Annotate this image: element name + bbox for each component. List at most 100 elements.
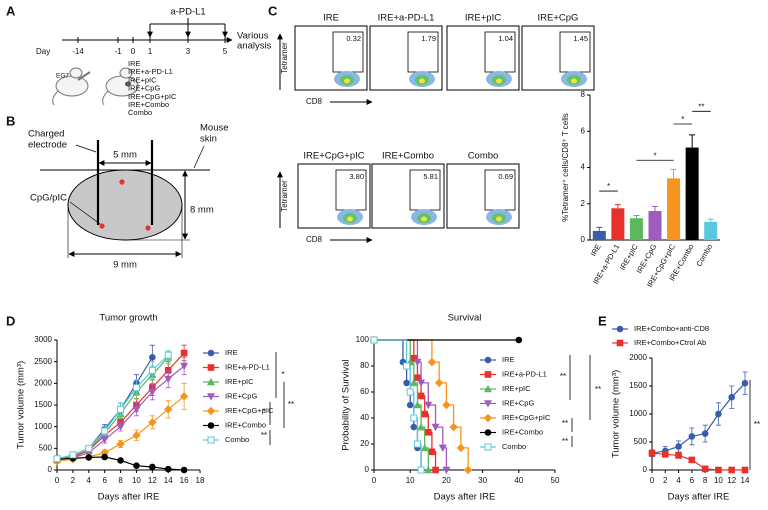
legend-label: IRE+Combo	[502, 427, 543, 436]
legend-label: IRE+pIC	[225, 377, 254, 386]
legend-marker	[484, 443, 492, 451]
group-label: IRE+a-PD-L1	[128, 67, 173, 76]
data-point	[85, 444, 93, 452]
y-tick-label: 500	[634, 437, 648, 446]
y-tick-label: 2000	[34, 378, 52, 387]
data-point	[101, 427, 109, 435]
cell-line: EG7	[56, 73, 69, 80]
y-tick-label: 40	[360, 413, 369, 422]
data-point	[370, 336, 378, 344]
electrode-label: Charged	[28, 129, 64, 140]
injection-dot	[145, 225, 151, 231]
injection-dot	[99, 223, 105, 229]
data-point	[132, 431, 141, 440]
group-label: IRE+CpG	[128, 84, 160, 93]
treatment-label: a-PD-L1	[170, 7, 205, 18]
significance-label: **	[560, 372, 566, 381]
data-point	[442, 400, 451, 410]
tumor-ellipse	[67, 169, 183, 241]
x-tick-label: 12	[148, 476, 157, 485]
legend-label: IRE+Combo	[225, 420, 266, 429]
data-point	[648, 449, 656, 457]
panel-label: E	[598, 313, 607, 328]
legend-marker	[483, 413, 493, 423]
mouse-head	[69, 67, 83, 79]
flow-cloud	[496, 216, 502, 222]
mouse-tail	[52, 90, 59, 106]
error-bar	[670, 168, 677, 179]
flow-y-label: Tetramer	[280, 180, 289, 212]
legend-marker	[616, 339, 624, 347]
x-tick-label: 0	[372, 476, 377, 485]
chart-title: Tumor growth	[99, 313, 157, 324]
legend-label: IRE	[502, 355, 515, 364]
x-tick-label: 6	[690, 476, 695, 485]
data-point	[164, 351, 172, 359]
day-tick-label: 0	[131, 47, 136, 56]
bar	[667, 178, 681, 240]
legend-label: IRE+a-PD-L1	[225, 362, 270, 371]
y-tick-label: 100	[356, 335, 370, 344]
bar	[685, 147, 699, 240]
flow-cloud	[496, 78, 502, 84]
legend-label: IRE+Combo+Ctrol Ab	[634, 338, 706, 347]
x-tick-label: 14	[164, 476, 173, 485]
data-point	[432, 466, 439, 474]
data-point	[424, 401, 433, 410]
flow-plot-title: IRE+CpG	[538, 13, 579, 24]
significance-label: **	[261, 431, 267, 440]
legend-label: IRE+pIC	[502, 384, 531, 393]
data-point	[85, 454, 93, 461]
data-point	[403, 379, 410, 387]
significance-label: *	[607, 182, 610, 191]
significance-label: **	[595, 385, 601, 394]
flow-y-label: Tetramer	[280, 42, 289, 74]
data-point	[417, 422, 426, 431]
data-point	[116, 423, 125, 431]
data-point	[410, 414, 418, 422]
data-point	[148, 388, 157, 397]
data-point	[431, 423, 440, 432]
data-point	[741, 379, 749, 387]
legend-marker	[207, 436, 215, 444]
flow-gate-value: 1.79	[421, 34, 436, 43]
data-point	[449, 422, 458, 432]
chart-title: Survival	[448, 313, 482, 324]
data-point	[741, 466, 749, 474]
x-tick-label: 0	[55, 476, 60, 485]
x-tick-label: 30	[478, 476, 487, 485]
y-tick-label: 1000	[34, 422, 52, 431]
legend-marker	[207, 422, 215, 429]
data-point	[180, 349, 188, 357]
y-tick-label: 2000	[629, 353, 647, 362]
legend-marker	[616, 325, 624, 333]
data-point	[715, 410, 722, 418]
data-point	[413, 358, 422, 367]
y-tick-label: 500	[39, 443, 53, 452]
injection-pointer	[69, 201, 101, 225]
flow-cloud	[344, 78, 350, 84]
legend-label: IRE+CpG	[502, 398, 534, 407]
significance-label: *	[281, 370, 284, 379]
data-point	[424, 465, 433, 474]
bar	[648, 211, 662, 240]
y-tick-label: 1500	[34, 400, 52, 409]
data-point	[164, 465, 172, 473]
error-bar	[707, 218, 714, 222]
data-point	[133, 462, 140, 469]
legend-label: Combo	[225, 435, 249, 444]
data-point	[728, 466, 736, 474]
significance-label: **	[288, 400, 294, 409]
day-tick-label: 1	[148, 47, 153, 56]
legend-label: IRE+CpG+pIC	[502, 413, 551, 422]
data-point	[515, 336, 523, 344]
data-point	[406, 401, 414, 409]
legend-label: IRE+a-PD-L1	[502, 369, 547, 378]
x-tick-label: 14	[741, 476, 750, 485]
data-point	[117, 457, 124, 464]
data-point	[438, 444, 447, 453]
mouse-tail	[102, 90, 109, 106]
x-tick-label: 10	[132, 476, 141, 485]
flow-plot-title: Combo	[468, 151, 499, 162]
legend-label: IRE+CpG	[225, 391, 257, 400]
